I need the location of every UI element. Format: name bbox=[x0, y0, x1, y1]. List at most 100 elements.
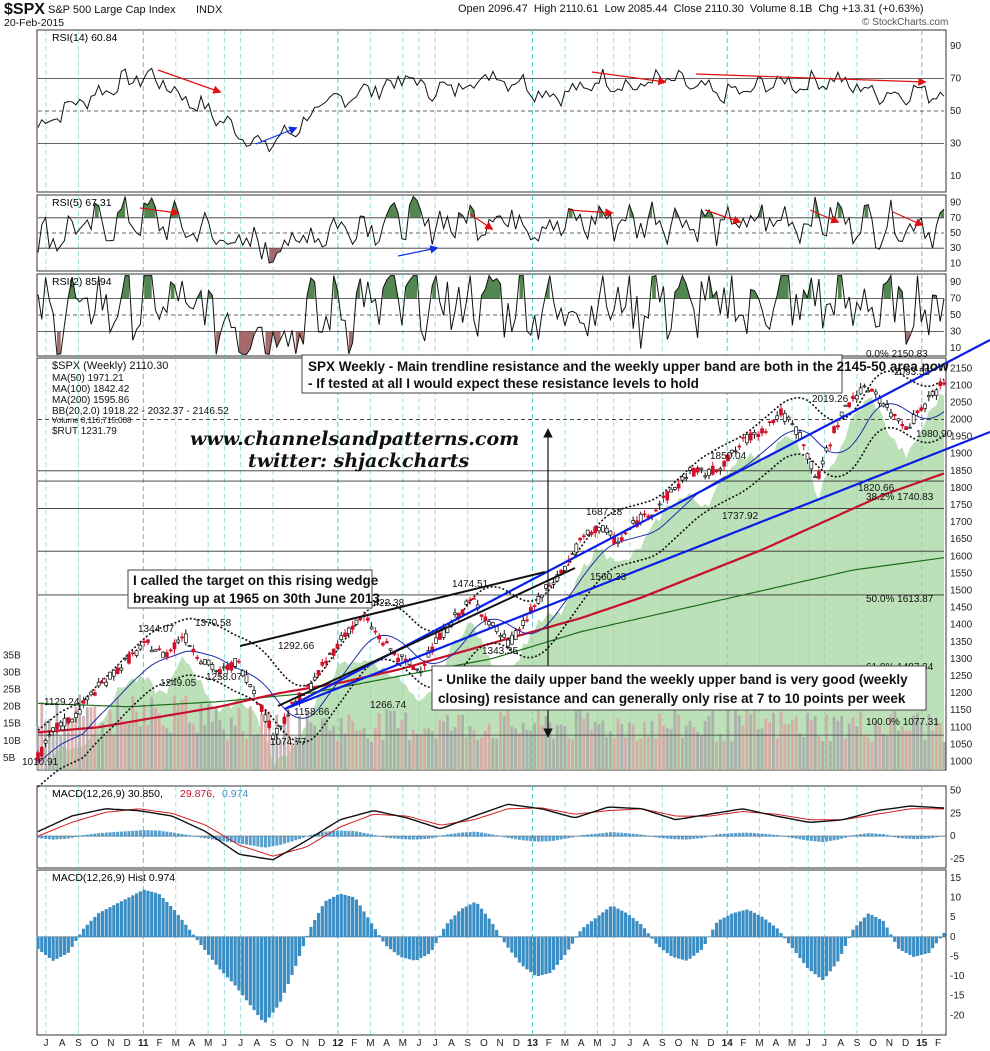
hist-bar bbox=[411, 936, 415, 961]
candle-body bbox=[271, 734, 275, 741]
price-tick: 2050 bbox=[950, 397, 973, 408]
hist-bar bbox=[229, 936, 233, 982]
macd-hist-bar bbox=[593, 833, 597, 837]
candle-body bbox=[278, 725, 283, 728]
hist-bar bbox=[870, 915, 874, 938]
volume-bar bbox=[127, 723, 131, 770]
candle-body bbox=[146, 639, 150, 643]
candle-body bbox=[657, 503, 662, 506]
volume-bar bbox=[726, 709, 730, 770]
volume-bar bbox=[218, 719, 222, 770]
ma50-line bbox=[37, 403, 945, 764]
volume-bar bbox=[373, 727, 377, 770]
rsi-fill bbox=[458, 212, 463, 218]
candle-body bbox=[521, 620, 526, 626]
volume-bar bbox=[658, 713, 662, 770]
hist-bar bbox=[476, 903, 480, 938]
macd-hist-bar bbox=[734, 833, 738, 837]
candle-body bbox=[119, 667, 124, 671]
macd-hist-bar bbox=[36, 836, 40, 839]
candle-body bbox=[487, 621, 491, 626]
hist-bar bbox=[718, 919, 722, 938]
x-axis-tick-label: N bbox=[691, 1038, 698, 1049]
candle-body bbox=[820, 460, 825, 465]
hist-bar bbox=[172, 910, 177, 938]
rsi-divergence-arrow bbox=[695, 73, 927, 86]
volume-tick: 5B bbox=[3, 753, 16, 764]
hist-bar bbox=[521, 936, 525, 967]
volume-bar bbox=[97, 737, 101, 770]
macd-hist-bar bbox=[904, 836, 908, 839]
rsi-fill bbox=[409, 196, 421, 218]
price-value-label: 2019.26 bbox=[812, 394, 849, 405]
hist-bar bbox=[369, 923, 374, 938]
volume-bar bbox=[715, 741, 718, 770]
candle-body bbox=[737, 445, 742, 448]
hist-bar bbox=[859, 921, 863, 938]
price-tick: 1400 bbox=[950, 620, 973, 631]
volume-bar bbox=[669, 729, 673, 770]
macd-hist-bar bbox=[726, 833, 730, 837]
hist-bar bbox=[741, 910, 745, 938]
hist-bar bbox=[309, 926, 313, 938]
volume-bar bbox=[434, 738, 438, 770]
volume-bar bbox=[681, 737, 684, 770]
candle-body bbox=[930, 391, 935, 396]
volume-bar bbox=[646, 736, 650, 770]
candle-body bbox=[51, 727, 56, 732]
volume-bar bbox=[188, 722, 192, 770]
candle-body bbox=[316, 670, 321, 676]
hist-bar bbox=[191, 934, 196, 938]
macd-signal-line bbox=[37, 807, 944, 857]
hist-bar bbox=[692, 936, 696, 956]
volume-bar bbox=[582, 718, 586, 770]
macd-hist-bar bbox=[40, 836, 44, 839]
rsi14-tick: 90 bbox=[950, 41, 962, 52]
twitter-watermark: twitter: shjackcharts bbox=[248, 450, 470, 472]
volume-tick: 30B bbox=[3, 667, 21, 678]
vertical-gridlines bbox=[45, 30, 923, 1035]
x-axis-tick-label: M bbox=[172, 1038, 180, 1049]
candle-body bbox=[229, 662, 234, 671]
macd-hist-bar bbox=[400, 836, 404, 840]
hist-bar bbox=[931, 936, 935, 949]
macd-hist-bar bbox=[476, 831, 480, 837]
hist-tick: 0 bbox=[950, 932, 956, 943]
candle-body bbox=[263, 714, 268, 722]
candle-body bbox=[923, 403, 927, 409]
volume-bar bbox=[207, 704, 210, 770]
macd-hist-bar bbox=[798, 836, 802, 840]
hist-bar bbox=[260, 936, 264, 1021]
hist-bar bbox=[206, 936, 211, 955]
volume-bar bbox=[745, 709, 749, 770]
volume-bar bbox=[328, 730, 332, 770]
x-axis-tick-label: A bbox=[837, 1038, 844, 1049]
volume-bar bbox=[78, 694, 82, 770]
volume-bar bbox=[419, 733, 423, 770]
macd-hist-bar bbox=[942, 835, 946, 837]
hist-bar bbox=[407, 936, 412, 960]
volume-bar bbox=[370, 742, 373, 770]
volume-bar bbox=[696, 732, 699, 770]
volume-bar bbox=[601, 720, 605, 770]
volume-bar bbox=[453, 727, 457, 770]
macd-hist-bar bbox=[358, 832, 362, 837]
macd-hist-bar bbox=[366, 833, 370, 837]
hist-bar bbox=[764, 919, 768, 938]
hist-bar bbox=[661, 936, 666, 951]
macd-hist-bar bbox=[161, 831, 165, 837]
volume-bar bbox=[464, 737, 468, 770]
volume-bar bbox=[737, 715, 741, 770]
volume-bar bbox=[684, 725, 688, 770]
hist-bar bbox=[483, 913, 487, 938]
volume-bar bbox=[336, 740, 339, 770]
macd-hist-bar bbox=[483, 833, 487, 837]
macd-hist-bar bbox=[271, 836, 275, 847]
macd-hist-bar bbox=[597, 833, 601, 837]
candle-body bbox=[453, 612, 457, 615]
hist-bar bbox=[707, 936, 711, 938]
hist-bar bbox=[836, 936, 840, 962]
rsi-fill bbox=[674, 275, 691, 299]
volume-bar bbox=[802, 737, 806, 770]
x-axis-tick-label: M bbox=[755, 1038, 763, 1049]
